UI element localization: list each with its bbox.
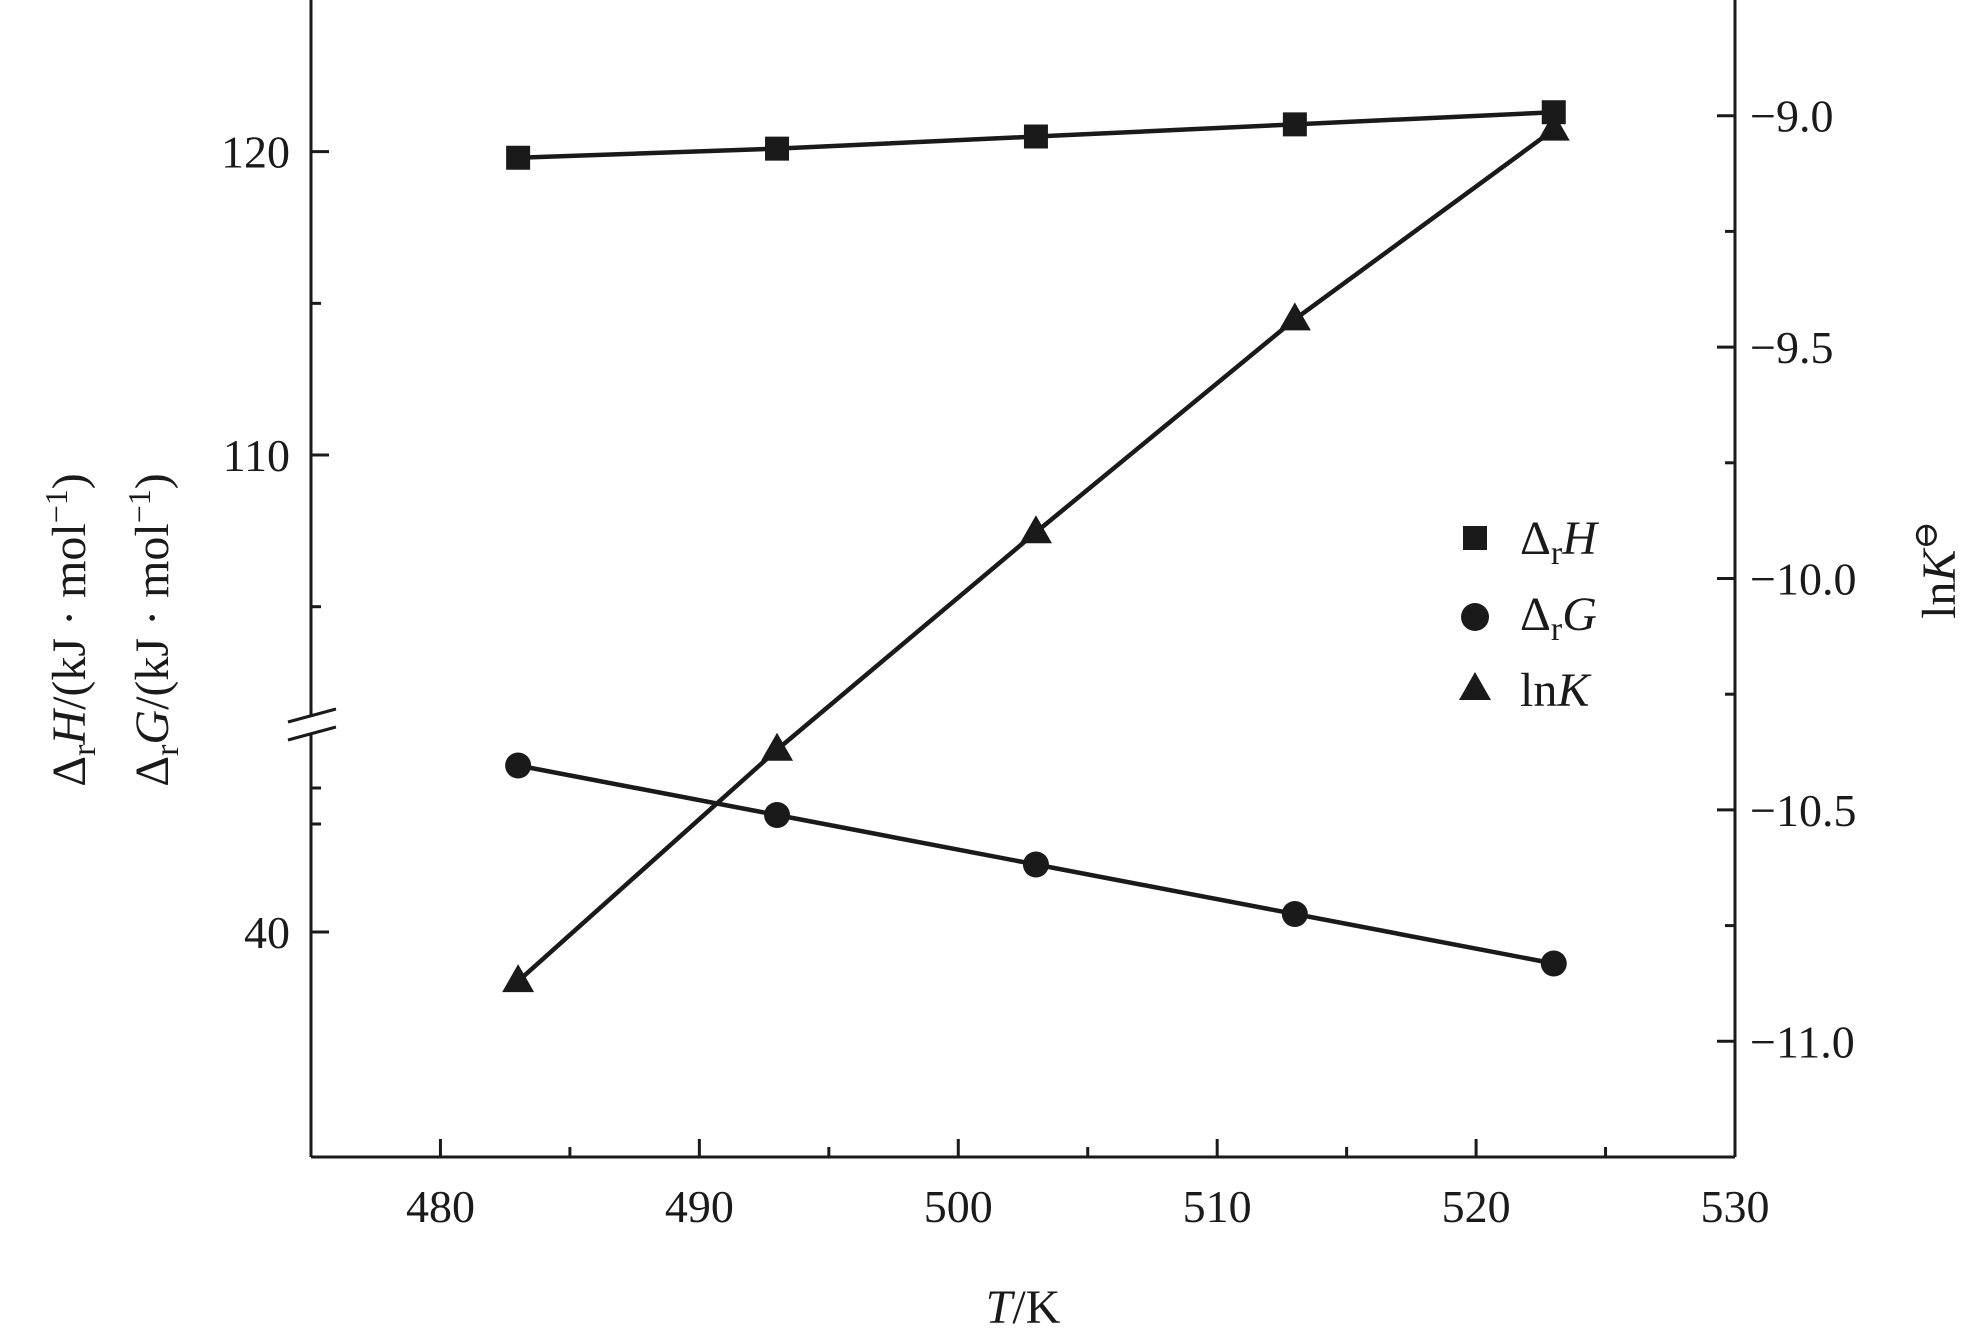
right-axis-label-sup: ⊖ (1908, 521, 1945, 550)
dh-data-point (765, 136, 790, 161)
plot-frame (287, 0, 1737, 1159)
left-axis-label-h-sup: −1 (38, 489, 74, 523)
lnk-data-point (502, 964, 535, 993)
legend-label-h-symbol: H (1561, 512, 1599, 565)
dg-data-point (764, 802, 791, 828)
lnk-data-point (1278, 302, 1311, 331)
x-axis-label-symbol: T (986, 1281, 1016, 1334)
x-tick-label: 500 (924, 1181, 993, 1232)
x-tick-label: 510 (1183, 1181, 1252, 1232)
right-axis-label-ln: ln (1913, 582, 1966, 619)
right-axis-label: lnK⊖ (1908, 521, 1966, 619)
left-axis-label-h-close: ) (43, 473, 96, 489)
right-axis-ticks: −9.0 −9.5 −10.0 −10.5 −11.0 (1717, 91, 1856, 1159)
left-axis-label-h-sub: r (66, 744, 103, 756)
left-axis-label-g-delta: Δ (126, 756, 179, 787)
legend-label-lnk-ln: ln (1520, 664, 1557, 717)
legend: ΔrH ΔrG lnK (1459, 512, 1599, 717)
legend-label-g-symbol: G (1562, 588, 1597, 641)
x-tick-label: 490 (665, 1181, 734, 1232)
legend-label-g-sub: r (1551, 611, 1563, 648)
right-tick-label: −9.0 (1750, 91, 1833, 142)
left-axis-label-g: ΔrG/(kJ · mol−1) (121, 473, 186, 787)
left-axis-ticks: 40 110 120 (221, 127, 329, 958)
left-axis-label-g-sub: r (149, 744, 186, 756)
left-axis-label-h-symbol: H (43, 708, 96, 746)
legend-label-lnk-symbol: K (1556, 664, 1592, 717)
dh-data-point (1282, 112, 1307, 137)
lnk-data-point (1019, 515, 1052, 544)
left-tick-label: 40 (244, 907, 290, 958)
right-tick-label: −11.0 (1750, 1016, 1855, 1067)
dg-data-point (1022, 851, 1049, 878)
right-tick-label: −10.0 (1750, 554, 1856, 605)
dh-data-point (506, 145, 531, 170)
left-axis-label-h-unit: /(kJ · mol (43, 523, 96, 710)
legend-label-g-delta: Δ (1520, 588, 1551, 641)
legend-circle-marker (1461, 603, 1489, 631)
legend-label-lnk: lnK (1520, 664, 1592, 717)
dg-data-point (1281, 901, 1308, 927)
x-tick-label: 530 (1701, 1181, 1770, 1232)
left-axis-label-h-delta: Δ (43, 756, 96, 787)
left-axis-label-g-symbol: G (126, 710, 179, 745)
left-axis-label-h: ΔrH/(kJ · mol−1) (38, 473, 103, 787)
legend-triangle-marker (1459, 672, 1491, 700)
dg-data-point (1540, 950, 1567, 977)
legend-label-h-sub: r (1551, 535, 1563, 572)
right-axis-label-symbol: K (1913, 547, 1966, 583)
series-layer (502, 100, 1570, 993)
dg-data-point (505, 752, 532, 779)
x-axis-label: T/K (986, 1281, 1061, 1334)
lnk-data-point (761, 732, 794, 761)
x-tick-label: 480 (406, 1181, 475, 1232)
legend-label-h: ΔrH (1520, 512, 1599, 572)
legend-label-g: ΔrG (1520, 588, 1597, 648)
left-axis-label-g-unit: /(kJ · mol (126, 523, 179, 710)
left-axis-label-g-close: ) (126, 473, 179, 489)
legend-square-marker (1463, 526, 1487, 550)
left-axis-label-g-sup: −1 (121, 489, 157, 523)
lnk-data-point (1537, 112, 1570, 141)
right-tick-label: −9.5 (1750, 322, 1833, 373)
right-tick-label: −10.5 (1750, 785, 1856, 836)
legend-label-h-delta: Δ (1520, 512, 1551, 565)
axis-break-mark (287, 725, 337, 742)
axis-break-mark (287, 707, 337, 724)
x-axis-ticks: 480 490 500 510 520 530 (406, 1139, 1770, 1232)
left-tick-label: 120 (221, 127, 290, 178)
dh-data-point (1023, 124, 1048, 149)
x-tick-label: 520 (1442, 1181, 1511, 1232)
x-axis-label-unit: /K (1012, 1281, 1060, 1334)
left-tick-label: 110 (223, 430, 290, 481)
